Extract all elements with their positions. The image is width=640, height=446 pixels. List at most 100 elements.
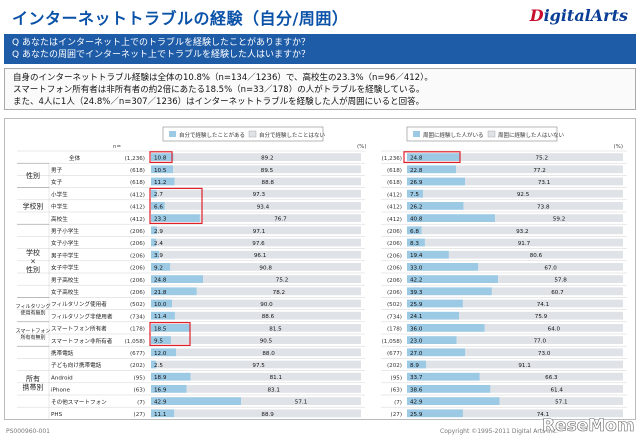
row-label: 男子高校生 bbox=[51, 276, 79, 284]
right-bar-not-experienced bbox=[456, 165, 623, 174]
left-bar-not-experienced bbox=[174, 409, 361, 418]
right-n-value: (618) bbox=[387, 180, 402, 186]
left-n-value: (677) bbox=[130, 351, 145, 357]
right-value-not-experienced: 57.8 bbox=[554, 278, 567, 284]
right-bar-experienced bbox=[407, 214, 496, 222]
left-bar-experienced bbox=[151, 250, 160, 259]
row-label: 小学生 bbox=[51, 190, 68, 198]
row-label: 女子高校生 bbox=[51, 288, 79, 296]
left-value-experienced: 2.7 bbox=[154, 192, 163, 198]
right-bar-not-experienced bbox=[462, 299, 623, 308]
right-value-not-experienced: 60.7 bbox=[551, 290, 564, 296]
right-value-not-experienced: 64.0 bbox=[548, 326, 561, 332]
right-bar-not-experienced bbox=[421, 226, 623, 235]
left-n-value: (618) bbox=[130, 180, 145, 186]
right-value-experienced: 40.8 bbox=[410, 217, 423, 223]
right-value-not-experienced: 67.0 bbox=[544, 265, 557, 271]
right-bar-not-experienced bbox=[499, 397, 623, 405]
row-label: iPhone bbox=[51, 388, 70, 394]
group-label: × bbox=[30, 257, 36, 265]
left-value-experienced: 6.6 bbox=[154, 204, 163, 210]
right-n-value: (63) bbox=[391, 388, 402, 394]
right-value-not-experienced: 74.1 bbox=[537, 302, 550, 308]
left-n-value: (206) bbox=[130, 290, 145, 296]
left-bar-not-experienced bbox=[159, 250, 361, 259]
right-value-experienced: 7.5 bbox=[410, 192, 419, 198]
left-legend-swatch-2 bbox=[248, 130, 257, 138]
summary-line-2: スマートフォン所有者は非所有者の約2倍にあたる18.5%（n=33／178）の人… bbox=[13, 85, 425, 95]
left-highlight-box bbox=[149, 187, 203, 225]
left-n-value: (206) bbox=[130, 229, 145, 235]
question-bar: Q あなたはインターネット上でのトラブルを経験したことがありますか？ Q あなた… bbox=[4, 34, 636, 64]
right-n-value: (206) bbox=[387, 253, 402, 259]
right-n-value: (95) bbox=[391, 375, 402, 381]
group-label: 携帯別 bbox=[23, 383, 44, 392]
right-bar-experienced bbox=[407, 250, 449, 259]
right-value-not-experienced: 73.0 bbox=[538, 351, 551, 357]
left-n-value: (27) bbox=[134, 412, 145, 418]
right-bar-not-experienced bbox=[491, 287, 623, 296]
left-value-experienced: 2.9 bbox=[154, 229, 163, 235]
left-value-experienced: 3.9 bbox=[154, 253, 163, 259]
right-bar-experienced bbox=[407, 263, 479, 271]
left-value-not-experienced: 97.6 bbox=[252, 241, 265, 247]
right-n-value: (618) bbox=[387, 168, 402, 174]
left-n-value: (206) bbox=[130, 278, 145, 284]
summary-line-1: 自身のインターネットトラブル経験は全体の10.8%（n=134／1236）で、高… bbox=[13, 73, 433, 83]
left-bar-experienced bbox=[151, 177, 175, 186]
right-bar-experienced bbox=[407, 385, 491, 393]
right-value-not-experienced: 75.2 bbox=[536, 156, 548, 162]
right-n-value: (734) bbox=[387, 314, 402, 320]
document-code: PS000960-001 bbox=[6, 428, 50, 435]
left-value-not-experienced: 96.1 bbox=[254, 253, 267, 259]
right-bar-experienced bbox=[407, 397, 500, 405]
left-n-label: n= bbox=[113, 144, 121, 150]
left-bar-not-experienced bbox=[173, 165, 361, 174]
left-value-not-experienced: 97.5 bbox=[252, 363, 265, 369]
right-bar-experienced bbox=[407, 299, 463, 308]
left-bar-not-experienced bbox=[186, 385, 361, 393]
left-bar-experienced bbox=[151, 336, 171, 344]
right-highlight-box bbox=[403, 151, 461, 163]
left-value-experienced: 23.3 bbox=[154, 217, 167, 223]
left-bar-not-experienced bbox=[174, 177, 361, 186]
left-n-value: (734) bbox=[130, 314, 145, 320]
right-bar-not-experienced bbox=[495, 214, 623, 222]
left-value-not-experienced: 75.2 bbox=[276, 278, 288, 284]
right-n-value: (202) bbox=[387, 363, 402, 369]
left-n-value: (206) bbox=[130, 266, 145, 272]
left-bar-experienced bbox=[151, 311, 175, 320]
row-label: PHS bbox=[51, 412, 63, 418]
left-n-value: (618) bbox=[130, 168, 145, 174]
left-value-not-experienced: 88.6 bbox=[262, 314, 275, 320]
summary-line-3: また、4人に1人（24.8%／n=307／1236）はインターネットトラブルを経… bbox=[13, 97, 425, 107]
group-label: 所有有無別 bbox=[20, 334, 45, 341]
chart-panel: 自分で経験したことがある 自分で経験したことはない 周囲に経験した人がいる 周囲に経験… bbox=[4, 118, 636, 420]
right-unit-label: (%) bbox=[613, 144, 623, 150]
right-n-value: (7) bbox=[394, 400, 402, 406]
left-bar-not-experienced bbox=[172, 299, 361, 308]
left-legend-label-2: 自分で経験したことはない bbox=[259, 131, 326, 139]
group-label: 学校別 bbox=[23, 201, 44, 210]
left-bar-experienced bbox=[151, 226, 158, 235]
left-bar-not-experienced bbox=[196, 287, 361, 296]
right-bar-experienced bbox=[407, 153, 461, 161]
left-bar-experienced bbox=[151, 299, 172, 308]
right-value-experienced: 33.0 bbox=[410, 265, 423, 271]
right-value-not-experienced: 66.3 bbox=[545, 375, 558, 381]
left-value-experienced: 10.0 bbox=[154, 302, 167, 308]
right-legend-swatch-2 bbox=[487, 130, 496, 138]
left-value-experienced: 11.4 bbox=[154, 314, 167, 320]
left-value-not-experienced: 88.9 bbox=[261, 412, 274, 418]
row-label: 中学生 bbox=[51, 203, 68, 211]
row-label: 女子小学生 bbox=[51, 239, 79, 247]
right-value-experienced: 8.3 bbox=[410, 241, 419, 247]
left-value-not-experienced: 97.1 bbox=[253, 229, 266, 235]
row-label: 全体 bbox=[69, 154, 81, 162]
left-bar-not-experienced bbox=[190, 372, 361, 381]
right-bar-not-experienced bbox=[459, 311, 623, 320]
row-label: 男子小学生 bbox=[51, 227, 79, 235]
left-value-not-experienced: 88.8 bbox=[262, 180, 275, 186]
left-legend-swatch-1 bbox=[169, 131, 176, 137]
left-bar-experienced bbox=[151, 397, 242, 405]
